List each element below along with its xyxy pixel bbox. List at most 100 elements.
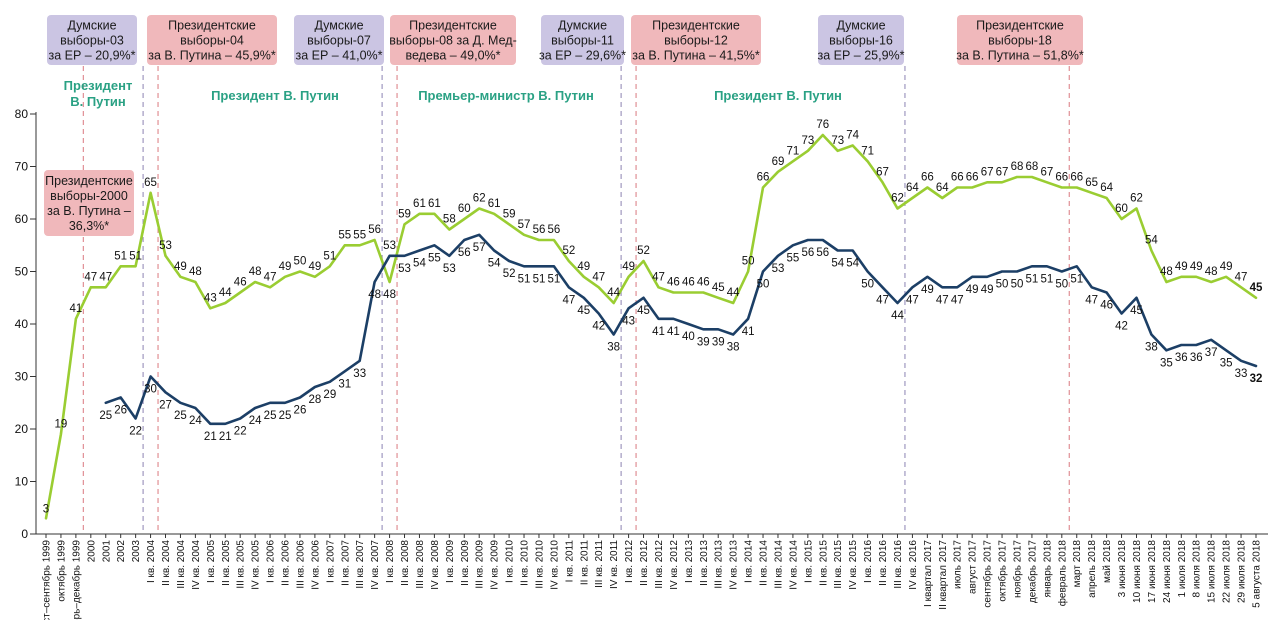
- y-tick-label: 40: [15, 317, 29, 331]
- x-tick-label: II кв. 2013: [699, 540, 710, 586]
- x-tick-label: III кв. 2005: [236, 540, 247, 589]
- data-label-green: 73: [831, 135, 844, 147]
- data-label-navy: 21: [204, 431, 217, 443]
- data-label-green: 49: [174, 261, 187, 273]
- data-label-navy: 24: [249, 415, 262, 427]
- data-label-green: 56: [368, 224, 381, 236]
- data-label-green: 51: [323, 250, 336, 262]
- election-box-text: выборы-04: [180, 34, 244, 48]
- x-tick-label: II кв. 2009: [460, 540, 471, 586]
- data-label-navy: 55: [428, 252, 441, 264]
- data-label-navy: 53: [443, 263, 456, 275]
- election-box-text: Думские: [558, 19, 607, 33]
- x-tick-label: II квартал 2017: [938, 540, 949, 610]
- election-box-text: за В. Путина – 51,8%*: [956, 49, 1084, 63]
- data-label-green: 67: [876, 166, 889, 178]
- x-tick-label: ноябрь 2017: [1011, 540, 1023, 598]
- data-label-green: 46: [697, 277, 710, 289]
- data-label-green: 48: [383, 289, 396, 301]
- data-label-navy: 51: [518, 273, 531, 285]
- y-tick-label: 20: [15, 422, 29, 436]
- data-label-navy: 38: [1145, 342, 1158, 354]
- data-label-navy: 53: [772, 263, 785, 275]
- data-label-navy: 21: [219, 431, 232, 443]
- x-tick-label: IV кв. 2005: [251, 540, 262, 590]
- period-label: Премьер-министр В. Путин: [418, 88, 594, 103]
- data-label-green: 55: [338, 229, 351, 241]
- x-tick-label: IV кв. 2014: [788, 540, 799, 590]
- data-label-navy: 54: [831, 258, 844, 270]
- data-label-navy: 51: [548, 273, 561, 285]
- data-label-green: 61: [488, 198, 501, 210]
- x-tick-label: I кв. 2007: [325, 540, 336, 583]
- x-tick-label: I кв. 2016: [863, 540, 874, 583]
- axes: 0 10 20 30 40 50 60 70 80: [15, 107, 1268, 541]
- data-label-green: 50: [742, 256, 755, 268]
- election-box-bg: [294, 15, 384, 65]
- election-box-text: ведева – 49,0%*: [405, 49, 500, 63]
- data-label-green: 56: [548, 224, 561, 236]
- data-label-green: 66: [1070, 172, 1083, 184]
- election-box-text: выборы-08 за Д. Мед-: [389, 34, 516, 48]
- data-label-navy: 47: [951, 294, 964, 306]
- y-tick-label: 0: [21, 527, 28, 541]
- data-label-navy: 53: [398, 263, 411, 275]
- data-label-green: 51: [114, 250, 127, 262]
- data-label-navy: 51: [1070, 273, 1083, 285]
- x-tick-label: II кв. 2015: [818, 540, 829, 586]
- y-tick-label: 60: [15, 212, 29, 226]
- x-tick-label: II кв. 2012: [639, 540, 650, 586]
- data-label-green: 55: [353, 229, 366, 241]
- x-tick-label: май 2018: [1102, 540, 1113, 583]
- data-label-green: 64: [936, 182, 949, 194]
- election-box-text: за ЕР – 20,9%*: [48, 49, 135, 63]
- election-box-bg: [541, 15, 624, 65]
- data-label-navy: 51: [1040, 273, 1053, 285]
- data-label-navy: 36: [1190, 352, 1203, 364]
- x-tick-label: апрель 2018: [1087, 540, 1098, 598]
- election-box-text: выборы-18: [988, 34, 1052, 48]
- election-box-text: Президентские: [409, 19, 497, 33]
- data-label-green: 74: [846, 130, 859, 142]
- data-label-green: 68: [1026, 161, 1039, 173]
- data-label-green: 50: [294, 256, 307, 268]
- data-label-navy: 26: [114, 405, 127, 417]
- data-label-green: 19: [55, 418, 68, 430]
- x-tick-label: 24 июня 2018: [1162, 540, 1173, 603]
- data-label-green: 49: [1220, 261, 1233, 273]
- data-label-navy: 47: [1085, 294, 1098, 306]
- data-label-navy: 28: [308, 394, 321, 406]
- x-tick-label: IV кв. 2007: [370, 540, 381, 590]
- x-tick-label: февраль 2018: [1056, 540, 1068, 607]
- election-box-text: выборы-16: [829, 34, 893, 48]
- data-label-navy: 39: [697, 336, 710, 348]
- x-tick-label: III кв. 2012: [654, 540, 665, 589]
- data-label-green: 52: [562, 245, 575, 257]
- data-label-green: 59: [398, 208, 411, 220]
- x-tick-label: III кв. 2006: [295, 540, 306, 589]
- data-label-green: 47: [592, 271, 605, 283]
- x-tick-label: 1 июля 2018: [1177, 540, 1188, 598]
- x-tick-label: октябрь 2017: [997, 540, 1009, 602]
- x-tick-label: IV кв. 2012: [669, 540, 680, 590]
- data-label-green: 54: [1145, 235, 1158, 247]
- data-label-green: 49: [622, 261, 635, 273]
- election-box-text: за ЕР – 25,9%*: [817, 49, 904, 63]
- data-label-navy: 30: [144, 384, 157, 396]
- data-label-green: 49: [1190, 261, 1203, 273]
- series-lines: [44, 133, 1258, 520]
- data-label-navy: 48: [368, 289, 381, 301]
- data-label-navy: 55: [787, 252, 800, 264]
- data-label-green: 62: [891, 193, 904, 205]
- data-label-navy: 56: [816, 247, 829, 259]
- data-label-navy: 40: [682, 331, 695, 343]
- data-label-green: 51: [129, 250, 142, 262]
- data-label-navy: 50: [1011, 279, 1024, 291]
- election-box-bg: [390, 15, 516, 65]
- x-tick-label: июль 2017: [953, 540, 964, 589]
- data-label-navy: 25: [279, 410, 292, 422]
- data-label-navy: 49: [966, 284, 979, 296]
- data-label-green: 66: [757, 172, 770, 184]
- election-box-text: выборы-03: [60, 34, 124, 48]
